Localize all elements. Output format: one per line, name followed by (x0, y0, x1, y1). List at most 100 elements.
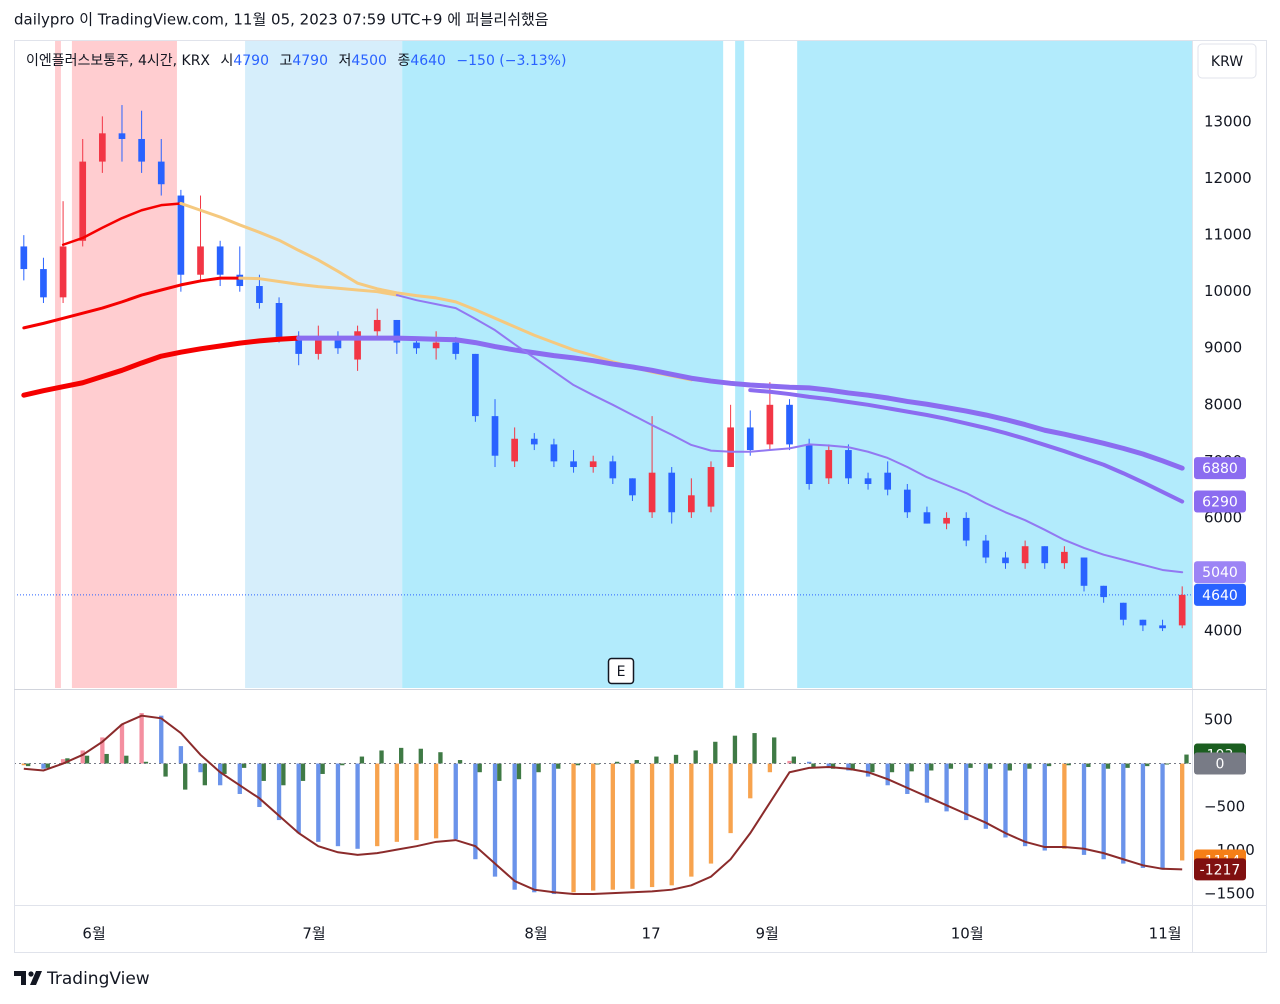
macd-line (23, 714, 1183, 896)
signal-histogram-bar (850, 763, 855, 771)
candle-body (629, 478, 636, 496)
histogram-bar (453, 763, 458, 840)
moving-average (748, 388, 1185, 504)
candle-body (59, 246, 67, 298)
moving-average (179, 201, 693, 382)
price-tag-label: 4640 (1202, 588, 1238, 604)
candle-body (157, 161, 165, 185)
candle-body (668, 472, 676, 513)
histogram-bar (257, 763, 262, 808)
candle-body (648, 472, 656, 513)
histogram-bar (1042, 763, 1047, 851)
candle-body (688, 495, 695, 513)
legend-change: −150 (−3.13%) (456, 53, 566, 69)
candle-body (962, 517, 970, 541)
histogram-bar (1022, 763, 1028, 847)
candle-body (275, 303, 283, 337)
signal-histogram-bar (379, 750, 384, 764)
histogram-bar (708, 763, 714, 864)
histogram-bar (964, 763, 969, 821)
candle-body (472, 353, 479, 417)
signal-histogram-bar (340, 763, 345, 766)
signal-histogram-bar (575, 763, 581, 766)
histogram-bar (905, 763, 910, 794)
signal-histogram-bar (968, 763, 973, 768)
candle-body (550, 444, 558, 462)
candle-body (530, 438, 538, 445)
signal-histogram-bar (84, 755, 90, 764)
signal-histogram-bar (143, 761, 149, 764)
histogram-bar (1062, 763, 1067, 849)
currency-button[interactable] (1197, 43, 1257, 79)
signal-histogram-bar (948, 763, 954, 769)
histogram-bar (41, 763, 46, 769)
signal-histogram-bar (1027, 763, 1032, 769)
candle-body (609, 461, 617, 479)
histogram-bar (433, 763, 439, 839)
candle-body (864, 478, 872, 484)
background-band (797, 40, 1192, 688)
candle-body (982, 540, 990, 558)
histogram-bar (806, 761, 812, 764)
legend-low: 4500 (351, 53, 387, 69)
y-tick-label: 12000 (1204, 169, 1252, 187)
moving-average (395, 294, 1184, 574)
histogram-bar (512, 763, 517, 890)
legend-high-label: 고 (279, 53, 292, 69)
macd-pane (14, 713, 1192, 896)
signal-histogram-bar (1145, 763, 1150, 767)
signal-histogram-bar (1184, 754, 1189, 764)
background-band (735, 40, 745, 688)
x-tick-label: 7월 (302, 925, 325, 943)
histogram-bar (571, 763, 576, 893)
histogram-bar (1121, 763, 1126, 864)
signal-histogram-bar (693, 750, 698, 764)
histogram-bar (1180, 763, 1185, 861)
signal-histogram-bar (516, 763, 522, 780)
brand: TradingView (46, 969, 150, 989)
candle-body (413, 342, 420, 349)
earnings-marker-label[interactable]: E (617, 664, 626, 680)
histogram-bar (375, 763, 380, 847)
y-tick-label: 10000 (1204, 282, 1252, 300)
price-tag-label: 6880 (1202, 461, 1238, 477)
legend-open: 4790 (233, 53, 269, 69)
moving-average (22, 276, 242, 330)
signal-histogram-bar (25, 763, 31, 767)
histogram-bar (748, 763, 753, 799)
signal-histogram-bar (1046, 763, 1052, 767)
candle-body (1061, 551, 1068, 564)
logo-t (14, 971, 26, 985)
signal-histogram-bar (163, 763, 168, 777)
histogram-bar (649, 763, 655, 888)
signal-histogram-bar (673, 754, 679, 764)
signal-histogram-bar (497, 763, 502, 781)
brand-logo (14, 971, 42, 985)
page-title: dailypro 이 TradingView.com, 11월 05, 2023… (14, 11, 549, 29)
histogram-bar (1140, 763, 1146, 868)
candle-body (1178, 594, 1186, 626)
candle-body (216, 246, 224, 275)
histogram-bar (728, 763, 733, 834)
background-band (55, 40, 61, 688)
candle-body (786, 404, 793, 445)
candle-body (825, 450, 833, 479)
x-tick-label: 10월 (951, 925, 984, 943)
signal-histogram-bar (654, 756, 659, 764)
histogram-bar (316, 763, 321, 842)
histogram-bar (1160, 763, 1165, 870)
frame-border (14, 40, 1267, 953)
candle-body (1021, 546, 1029, 564)
legend-close: 4640 (410, 53, 446, 69)
earnings-marker[interactable] (607, 657, 635, 685)
candle-body (884, 472, 892, 490)
candle-body (138, 138, 145, 162)
signal-histogram-bar (124, 755, 129, 764)
y-tick-label: 11000 (1204, 226, 1252, 244)
histogram-bar (630, 763, 635, 889)
candle-body (1139, 619, 1147, 626)
currency-label[interactable]: KRW (1211, 54, 1243, 70)
x-tick-label: 9월 (755, 925, 778, 943)
x-tick-label: 6월 (82, 925, 105, 943)
histogram-bar (335, 763, 341, 847)
